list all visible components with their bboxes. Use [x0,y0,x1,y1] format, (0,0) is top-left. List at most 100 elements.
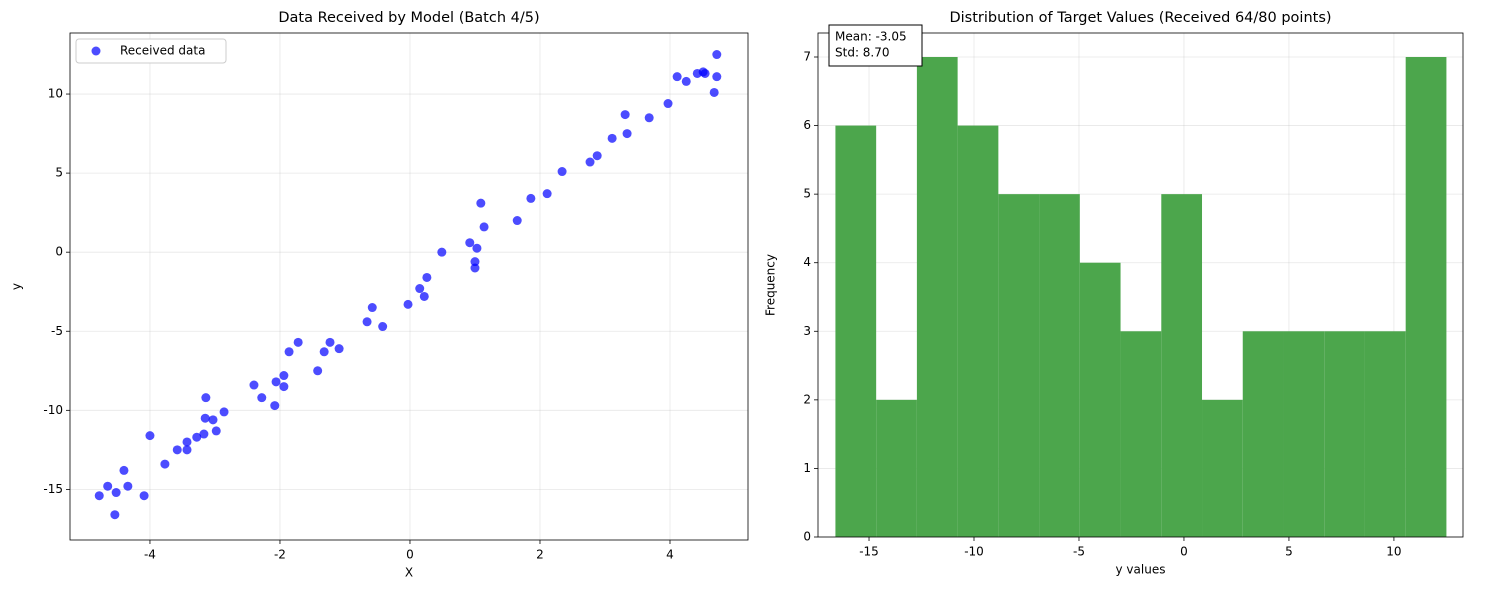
point [111,488,121,498]
point [542,189,552,199]
x-tick-label: -10 [964,545,984,559]
point [199,429,209,439]
legend-label: Received data [120,44,205,58]
y-tick-label: -15 [43,482,63,496]
y-tick-label: 0 [803,530,811,544]
point [622,129,632,139]
point [607,133,617,143]
bar [1364,331,1406,537]
point [526,193,536,203]
point [208,415,218,425]
point [479,222,489,232]
chart-title: Data Received by Model (Batch 4/5) [278,10,539,26]
point [257,393,267,403]
bar [1161,194,1203,537]
point [681,76,691,86]
bar [916,57,958,537]
point [362,317,372,327]
x-axis-label: y values [1116,563,1166,577]
point [470,263,480,273]
x-axis-label: X [405,566,413,580]
point [271,377,281,387]
point [201,393,211,403]
point [110,510,120,520]
bar [835,125,877,538]
y-tick-label: 0 [55,245,63,259]
point [512,216,522,226]
point [94,491,104,501]
point [219,407,229,417]
point [123,481,133,491]
x-tick-label: -4 [144,548,156,562]
y-tick-label: 2 [803,392,811,406]
bar [998,194,1040,537]
point [313,366,323,376]
point [325,337,335,347]
bar [876,399,917,537]
point [182,437,192,447]
legend-marker [91,46,101,56]
x-tick-label: 5 [1285,545,1293,559]
point [270,401,280,411]
y-tick-label: 5 [55,166,63,180]
point [319,347,329,357]
y-tick-label: 6 [803,118,811,132]
point [700,68,710,78]
x-tick-label: 10 [1386,545,1401,559]
point [279,371,289,381]
y-tick-label: 7 [803,50,811,64]
point [160,459,170,469]
y-axis-label: y [10,283,24,290]
x-tick-label: -5 [1073,545,1085,559]
point [620,110,630,120]
point [367,303,377,313]
point [470,257,480,267]
x-tick-label: 2 [536,548,544,562]
point [592,151,602,161]
point [672,72,682,82]
point [465,238,475,248]
legend: Received data [75,38,227,64]
point [712,50,722,60]
bar [1039,194,1080,537]
y-tick-label: 4 [803,255,811,269]
y-tick-label: 1 [803,461,811,475]
bar [957,125,999,538]
point [585,157,595,167]
x-tick-label: 0 [1180,545,1188,559]
annotation: Mean: -3.05 Std: 8.70 [828,24,923,67]
point [249,380,259,390]
x-tick-label: 4 [666,548,674,562]
point [103,481,113,491]
point [293,337,303,347]
y-tick-label: 3 [803,324,811,338]
y-tick-label: 10 [48,87,63,101]
subplot: -15 -10 -5 0 5 10 0 1 2 3 4 5 6 7 Distribution of Targ… [764,10,1464,577]
point [476,198,486,208]
point [419,291,429,301]
bar [1079,262,1121,537]
point [119,465,129,475]
annotation-text: Std: 8.70 [835,46,890,60]
point [712,72,722,82]
point [663,99,673,109]
x-tick-label: 0 [406,548,414,562]
bar [1283,331,1325,537]
y-axis-label: Frequency [764,254,778,316]
chart-title: Distribution of Target Values (Received … [949,10,1331,26]
annotation-box [828,24,923,67]
point [279,382,289,392]
x-tick-label: -15 [859,545,879,559]
point [557,167,567,177]
point [182,445,192,455]
bar [1324,331,1365,537]
annotation-text: Mean: -3.05 [835,30,907,44]
y-tick-label: 5 [803,187,811,201]
point [192,432,202,442]
point [145,431,155,441]
bar [1202,399,1243,537]
axes-frame [69,32,749,541]
x-tick-label: -2 [274,548,286,562]
point [709,87,719,97]
